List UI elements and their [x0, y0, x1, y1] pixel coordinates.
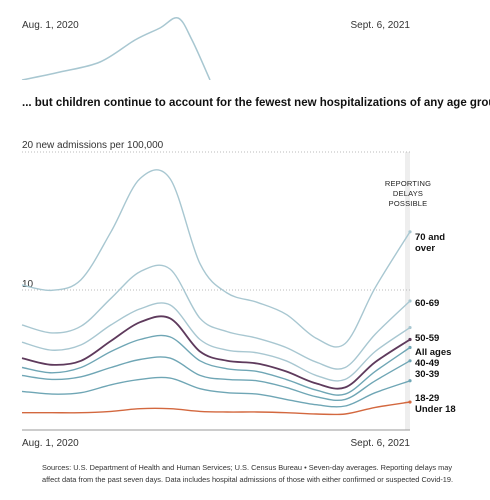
reporting-delay-band [405, 152, 410, 430]
delay-note-line-1: REPORTING [385, 179, 431, 188]
top-panel: Aug. 1, 2020 Sept. 6, 2021 [21, 16, 411, 81]
delay-note-line-2: DELAYS [393, 189, 423, 198]
top-panel-peak-line [21, 16, 211, 81]
series-label: 18-29 [415, 393, 439, 404]
x-end-label: Sept. 6, 2021 [351, 438, 411, 449]
heading-mask [0, 80, 490, 135]
series-end-point [408, 299, 412, 303]
y-tick-10: 10 [22, 279, 34, 290]
series-line-18-29 [21, 376, 411, 408]
source-note-line-2: affect data from the past seven days. Da… [42, 475, 453, 484]
series-lines [21, 169, 412, 416]
series-end-point [408, 325, 412, 330]
y-unit-label: 20 new admissions per 100,000 [22, 140, 164, 151]
series-end-point [408, 400, 412, 404]
series-end-point [408, 345, 412, 350]
x-start-label: Aug. 1, 2020 [22, 438, 79, 449]
top-start-date: Aug. 1, 2020 [22, 20, 79, 31]
series-line-under-18 [22, 401, 411, 416]
series-end-point [408, 359, 412, 363]
series-end-point [408, 379, 412, 383]
series-label: 30-39 [415, 369, 439, 380]
top-end-date: Sept. 6, 2021 [351, 20, 411, 31]
series-label: 40-49 [415, 358, 439, 369]
series-label: All ages [415, 347, 451, 358]
series-line-50-59 [21, 302, 411, 382]
series-label: 60-69 [415, 298, 439, 309]
series-line-all-ages [21, 315, 411, 390]
chart-heading: ... but children continue to account for… [22, 97, 490, 109]
source-note-line-1: Sources: U.S. Department of Health and H… [42, 463, 452, 472]
series-end-point [408, 230, 412, 234]
series-label: Under 18 [415, 404, 456, 415]
series-line-60-69 [21, 264, 411, 370]
series-line-40-49 [21, 334, 411, 396]
delay-note-line-3: POSSIBLE [389, 199, 428, 208]
delay-note: REPORTING DELAYS POSSIBLE [385, 179, 431, 208]
series-line-30-39 [21, 356, 411, 402]
series-label: 50-59 [415, 333, 439, 344]
series-line-70-and-over [21, 169, 411, 348]
series-label: over [415, 243, 435, 254]
series-end-point [408, 337, 412, 342]
series-label: 70 and [415, 232, 445, 243]
